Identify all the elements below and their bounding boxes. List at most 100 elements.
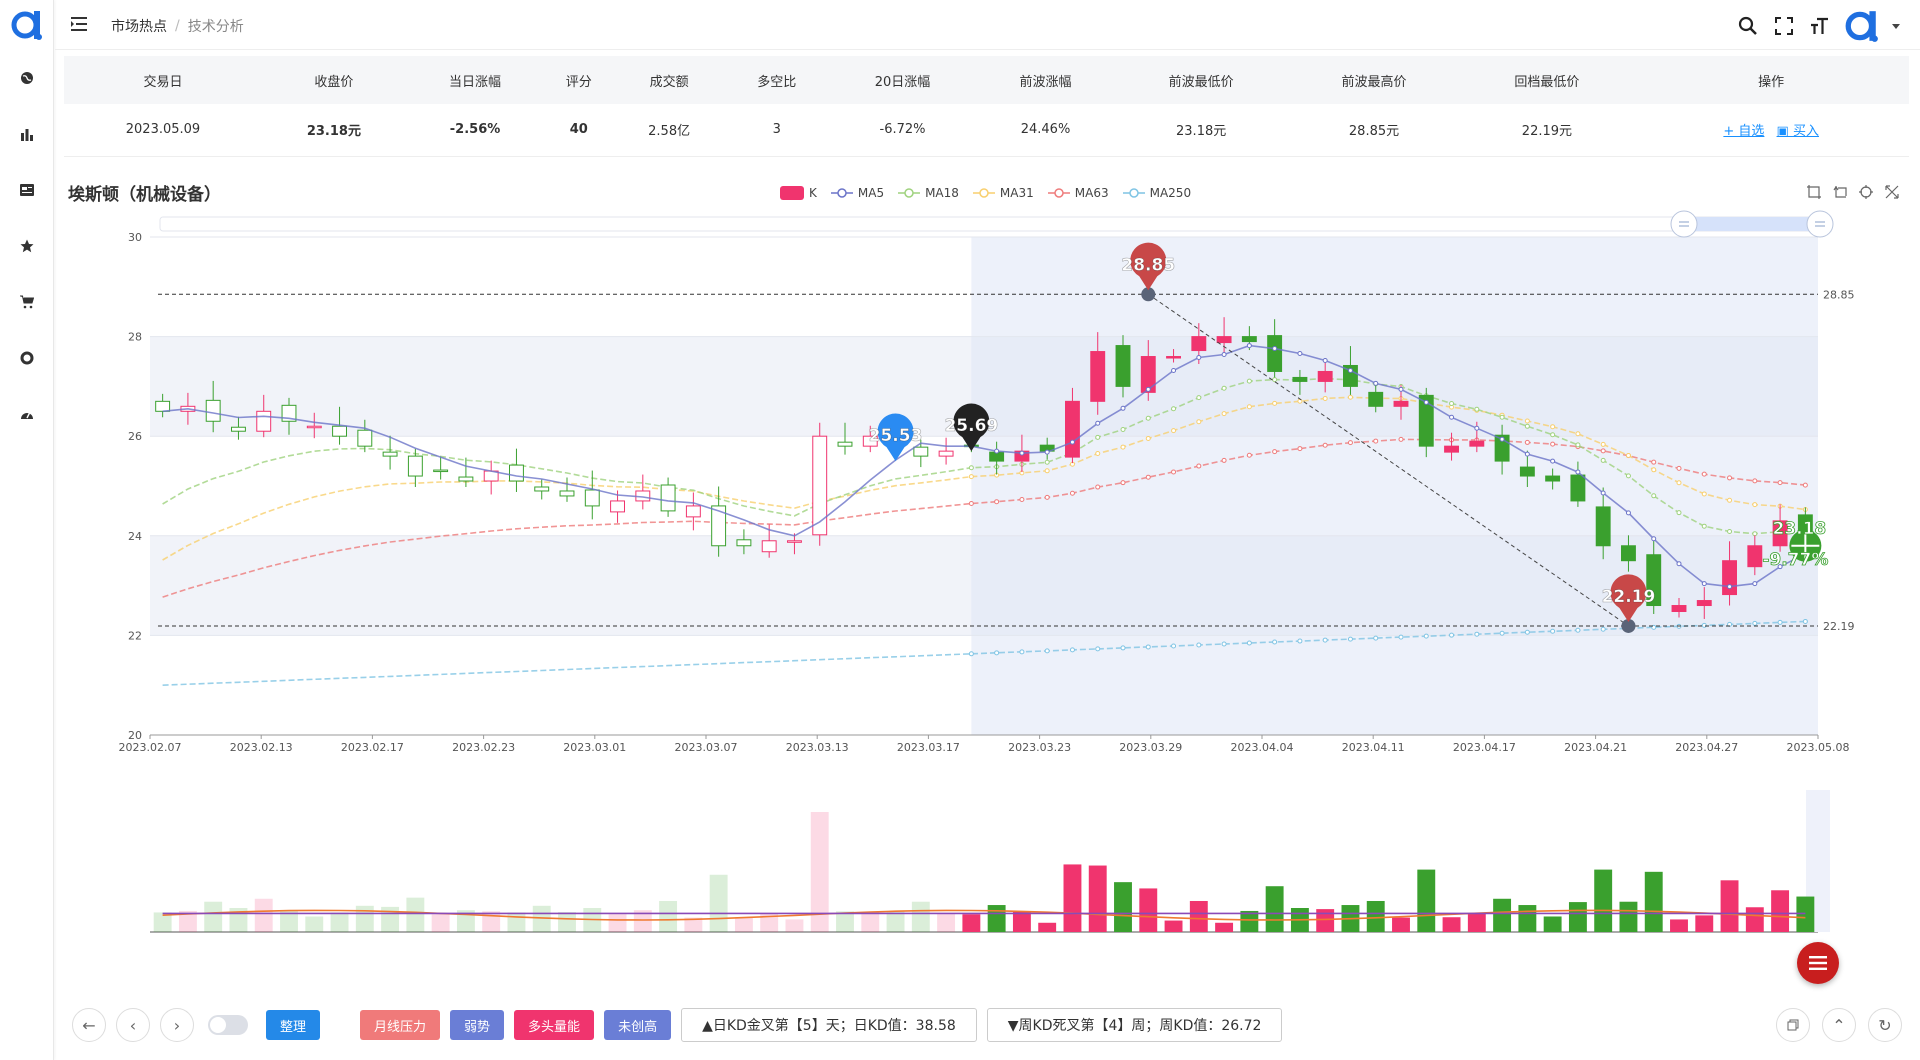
volume-bar (1038, 922, 1057, 932)
volume-bar (608, 914, 627, 932)
refresh-button[interactable]: ↻ (1868, 1008, 1902, 1042)
fullscreen-icon[interactable] (1772, 14, 1796, 38)
ma63-line-dot (1727, 475, 1733, 481)
buy-link[interactable]: ▣ 买入 (1777, 124, 1819, 139)
cart-icon[interactable] (17, 292, 37, 312)
high-marker-label: 28.85 (1121, 255, 1175, 275)
ma5-line-dot (1095, 420, 1101, 426)
ma250-line-dot (1499, 630, 1505, 636)
ma250-line-dot (1524, 629, 1530, 635)
tag-no-new-high[interactable]: 未创高 (604, 1010, 672, 1040)
globe-icon[interactable] (17, 68, 37, 88)
ma31-line-dot (968, 474, 974, 480)
candle-body (509, 464, 524, 482)
ma31-line-dot (1575, 431, 1581, 437)
zoom-reset-icon[interactable] (1832, 184, 1848, 200)
candle-body (1747, 545, 1763, 568)
x-tick-label: 2023.03.13 (786, 741, 849, 754)
dashboard-icon[interactable] (17, 404, 37, 424)
volume-bar (456, 910, 475, 932)
ma31-line-dot (1752, 502, 1758, 508)
restore-icon[interactable] (1858, 184, 1874, 200)
ma18-line-dot (1600, 457, 1606, 463)
arrow-left-icon: ← (82, 1015, 96, 1035)
x-tick-label: 2023.02.13 (230, 741, 293, 754)
candle-body (231, 426, 246, 432)
chart-menu-button[interactable] (1797, 942, 1839, 984)
legend-k[interactable]: K (780, 186, 817, 200)
bar-chart-icon[interactable] (17, 124, 37, 144)
news-icon[interactable] (17, 180, 37, 200)
zoom-select-icon[interactable] (1806, 184, 1822, 200)
ma18-line-dot (1752, 531, 1758, 537)
candle-body (1570, 474, 1586, 502)
caret-down-icon[interactable] (1892, 22, 1900, 30)
x-tick-label: 2023.03.07 (675, 741, 738, 754)
candle-body (1267, 335, 1283, 372)
candle-body (787, 540, 802, 543)
add-watchlist-link[interactable]: + 自选 (1723, 124, 1765, 140)
legend-ma250[interactable]: MA250 (1122, 186, 1191, 200)
candlestick-chart[interactable]: 20 22 24 26 28 30 2023.02.07 2023.02.13 2023.02.… (0, 205, 1920, 765)
ma250-line-dot (1221, 641, 1227, 647)
ma63-line-dot (1752, 478, 1758, 484)
ma5-line-dot (1550, 458, 1556, 464)
logo-icon[interactable] (10, 8, 44, 42)
mode-toggle[interactable] (208, 1015, 248, 1035)
candle-body (1115, 345, 1131, 387)
legend-ma63[interactable]: MA63 (1047, 186, 1109, 200)
breadcrumb-market-hot[interactable]: 市场热点 (111, 19, 167, 35)
ma31-line (162, 396, 1806, 561)
copy-button[interactable] (1776, 1008, 1810, 1042)
volume-bar (659, 900, 678, 932)
ma63-line-dot (1524, 439, 1530, 445)
candle-body (1595, 506, 1611, 547)
tag-weak[interactable]: 弱势 (450, 1010, 505, 1040)
highlight-zone (971, 237, 1818, 735)
star-icon[interactable] (17, 236, 37, 256)
ma250-line-dot (968, 651, 974, 657)
font-size-icon[interactable] (1808, 14, 1832, 38)
back-button[interactable]: ← (72, 1008, 106, 1042)
ma250-line-dot (1019, 649, 1025, 655)
datazoom-track (159, 216, 1819, 232)
col-prev-low: 前波最低价 (1114, 56, 1288, 104)
tag-bull-volume[interactable]: 多头量能 (514, 1010, 595, 1040)
ma31-line-dot (1625, 453, 1631, 459)
volume-bar (507, 912, 526, 932)
search-icon[interactable] (1736, 14, 1760, 38)
ma5-line-dot (1474, 425, 1480, 431)
candle-body (382, 451, 398, 457)
volume-bar (987, 905, 1006, 932)
legend-ma63-label: MA63 (1074, 186, 1109, 200)
cell-turnover: 2.58亿 (613, 104, 725, 157)
ma250-line-dot (1474, 631, 1480, 637)
cell-prev-low: 23.18元 (1114, 104, 1288, 157)
save-image-icon[interactable] (1884, 184, 1900, 200)
y-tick-label: 26 (128, 430, 142, 443)
scroll-top-button[interactable]: ⌃ (1822, 1008, 1856, 1042)
menu-icon (1809, 956, 1827, 970)
ma18-line-dot (1727, 529, 1733, 535)
candle-body (1140, 356, 1156, 393)
avatar[interactable] (1844, 8, 1880, 44)
cell-pullback-low: 22.19元 (1460, 104, 1634, 157)
volume-bar (330, 912, 349, 932)
legend-ma5[interactable]: MA5 (830, 186, 884, 200)
menu-toggle-icon[interactable] (69, 14, 89, 34)
ma63-line-dot (1044, 494, 1050, 500)
stats-table: 交易日 收盘价 当日涨幅 评分 成交额 多空比 20日涨幅 前波涨幅 前波最低价… (64, 56, 1909, 157)
prev-button[interactable]: ‹ (116, 1008, 150, 1042)
legend-ma31[interactable]: MA31 (972, 186, 1034, 200)
legend-ma31-label: MA31 (999, 186, 1034, 200)
cell-actions: + 自选 ▣ 买入 (1633, 104, 1909, 157)
ma63-line-dot (1600, 448, 1606, 454)
tag-consolidation[interactable]: 整理 (266, 1010, 321, 1040)
ma63-line-dot (1019, 496, 1025, 502)
lifebuoy-icon[interactable] (17, 348, 37, 368)
volume-bar (1518, 905, 1537, 932)
legend-ma18[interactable]: MA18 (898, 186, 959, 200)
ma18-line-dot (1524, 423, 1530, 429)
tag-monthly-resistance[interactable]: 月线压力 (360, 1010, 441, 1040)
next-button[interactable]: › (160, 1008, 194, 1042)
